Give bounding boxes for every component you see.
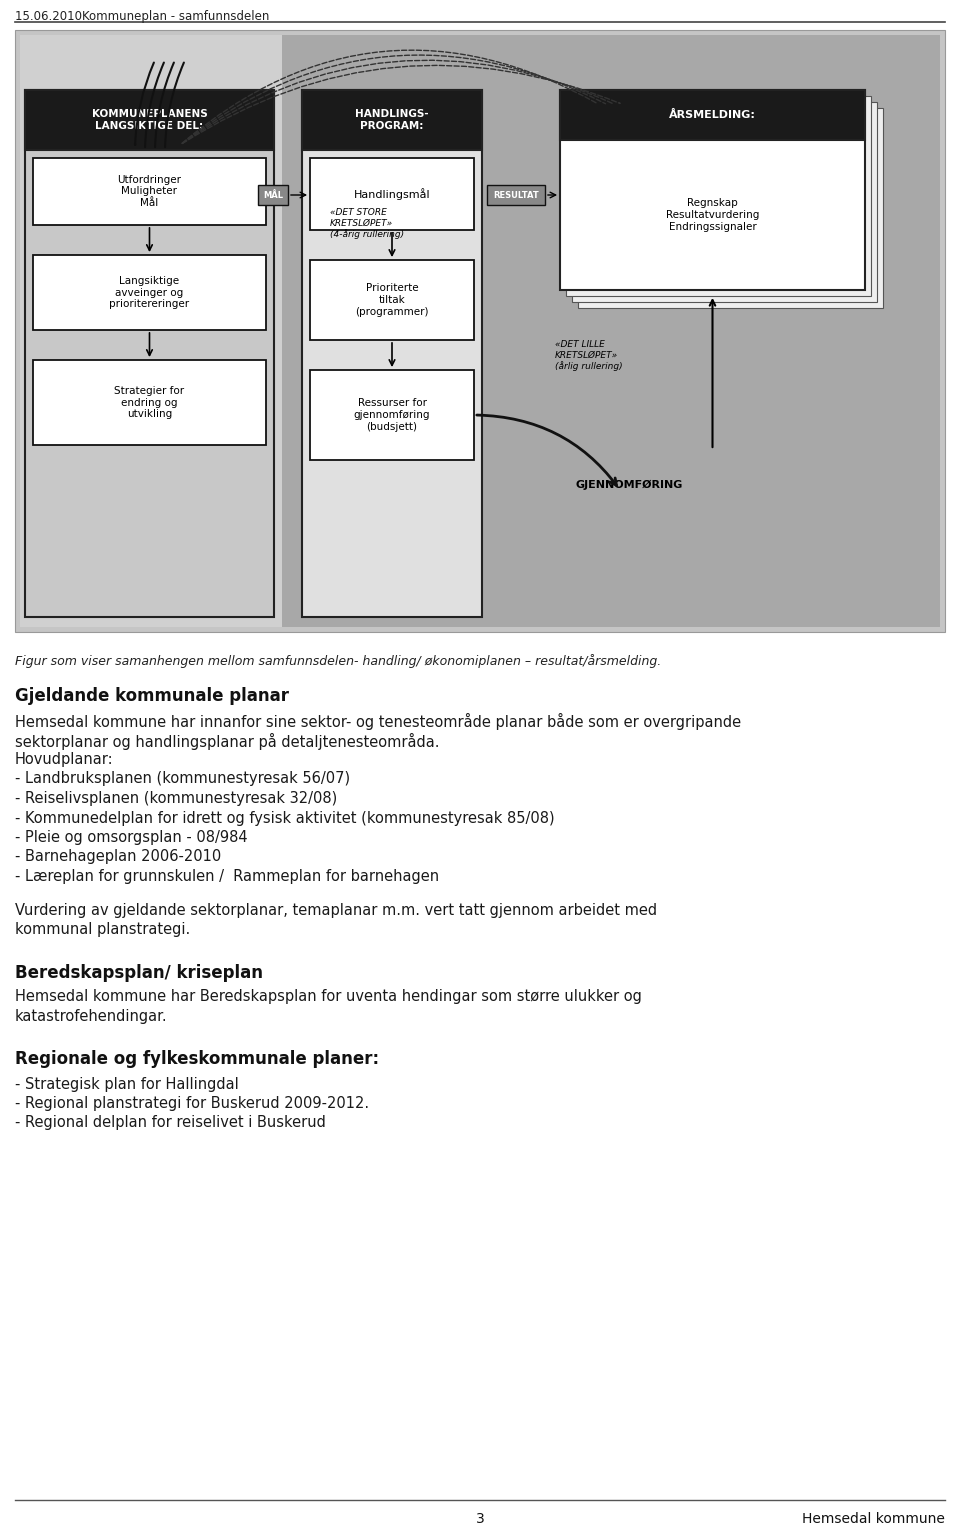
Text: KOMMUNEPLANENS
LANGSIKTIGE DEL:: KOMMUNEPLANENS LANGSIKTIGE DEL:	[91, 109, 207, 130]
Text: ÅRSMELDING:: ÅRSMELDING:	[669, 111, 756, 120]
Text: Hovudplanar:: Hovudplanar:	[15, 752, 113, 768]
Text: 15.06.2010Kommuneplan - samfunnsdelen: 15.06.2010Kommuneplan - samfunnsdelen	[15, 11, 270, 23]
Text: Vurdering av gjeldande sektorplanar, temaplanar m.m. vert tatt gjennom arbeidet : Vurdering av gjeldande sektorplanar, tem…	[15, 903, 658, 918]
Text: Langsiktige
avveinger og
prioritereringer: Langsiktige avveinger og prioritereringe…	[109, 276, 189, 309]
FancyArrowPatch shape	[182, 55, 606, 143]
Bar	[302, 91, 482, 150]
Text: kommunal planstrategi.: kommunal planstrategi.	[15, 923, 190, 936]
Bar	[310, 158, 474, 230]
Text: - Regional delplan for reiselivet i Buskerud: - Regional delplan for reiselivet i Busk…	[15, 1116, 325, 1130]
Text: - Kommunedelplan for idrett og fysisk aktivitet (kommunestyresak 85/08): - Kommunedelplan for idrett og fysisk ak…	[15, 810, 555, 826]
Text: - Pleie og omsorgsplan - 08/984: - Pleie og omsorgsplan - 08/984	[15, 830, 248, 844]
Text: Hemsedal kommune: Hemsedal kommune	[803, 1512, 945, 1526]
Bar	[282, 35, 940, 626]
FancyArrowPatch shape	[182, 51, 597, 143]
Bar	[578, 107, 883, 309]
Bar	[487, 186, 545, 206]
Text: katastrofehendingar.: katastrofehendingar.	[15, 1008, 168, 1024]
Text: sektorplanar og handlingsplanar på detaljtenesteområda.: sektorplanar og handlingsplanar på detal…	[15, 732, 440, 749]
Text: Ressurser for
gjennomføring
(budsjett): Ressurser for gjennomføring (budsjett)	[353, 399, 430, 431]
Bar	[566, 97, 871, 296]
Text: 3: 3	[475, 1512, 485, 1526]
FancyArrowPatch shape	[145, 63, 164, 147]
Text: - Strategisk plan for Hallingdal: - Strategisk plan for Hallingdal	[15, 1076, 239, 1091]
Text: Strategier for
endring og
utvikling: Strategier for endring og utvikling	[114, 385, 184, 419]
Text: Utfordringer
Muligheter
Mål: Utfordringer Muligheter Mål	[117, 175, 181, 209]
Text: - Barnehageplan 2006-2010: - Barnehageplan 2006-2010	[15, 849, 221, 864]
Text: Prioriterte
tiltak
(programmer): Prioriterte tiltak (programmer)	[355, 284, 429, 316]
Text: HANDLINGS-
PROGRAM:: HANDLINGS- PROGRAM:	[355, 109, 429, 130]
Text: MÅL: MÅL	[263, 190, 283, 200]
Text: Regionale og fylkeskommunale planer:: Regionale og fylkeskommunale planer:	[15, 1050, 379, 1068]
Bar	[258, 186, 288, 206]
Text: - Regional planstrategi for Buskerud 2009-2012.: - Regional planstrategi for Buskerud 200…	[15, 1096, 370, 1111]
Text: «DET STORE
KRETSLØPET»
(4-årig rullering): «DET STORE KRETSLØPET» (4-årig rullering…	[330, 209, 404, 239]
Bar	[560, 91, 865, 140]
Bar	[310, 370, 474, 460]
Bar	[560, 91, 865, 290]
Text: - Reiselivsplanen (kommunestyresak 32/08): - Reiselivsplanen (kommunestyresak 32/08…	[15, 791, 337, 806]
Bar	[33, 158, 266, 226]
Text: Figur som viser samanhengen mellom samfunnsdelen- handling/ økonomiplanen – resu: Figur som viser samanhengen mellom samfu…	[15, 654, 661, 668]
Text: - Landbruksplanen (kommunestyresak 56/07): - Landbruksplanen (kommunestyresak 56/07…	[15, 772, 350, 786]
Bar	[572, 101, 877, 302]
Text: - Læreplan for grunnskulen /  Rammeplan for barnehagen: - Læreplan for grunnskulen / Rammeplan f…	[15, 869, 439, 884]
Text: RESULTAT: RESULTAT	[493, 190, 539, 200]
FancyArrowPatch shape	[477, 414, 616, 485]
Bar	[25, 91, 274, 617]
Text: Hemsedal kommune har Beredskapsplan for uventa hendingar som større ulukker og: Hemsedal kommune har Beredskapsplan for …	[15, 990, 642, 1004]
Bar	[33, 255, 266, 330]
Text: Gjeldande kommunale planar: Gjeldande kommunale planar	[15, 688, 289, 705]
FancyArrowPatch shape	[182, 60, 613, 143]
Text: Beredskapsplan/ kriseplan: Beredskapsplan/ kriseplan	[15, 964, 263, 981]
Text: GJENNOMFØRING: GJENNOMFØRING	[575, 480, 683, 490]
Bar	[310, 259, 474, 339]
Bar	[20, 35, 282, 626]
Text: Hemsedal kommune har innanfor sine sektor- og tenesteområde planar både som er o: Hemsedal kommune har innanfor sine sekto…	[15, 712, 741, 731]
Text: Handlingsmål: Handlingsmål	[353, 189, 430, 200]
Bar	[33, 361, 266, 445]
Bar	[302, 91, 482, 617]
Bar	[25, 91, 274, 150]
FancyArrowPatch shape	[156, 63, 174, 147]
Text: Regnskap
Resultatvurdering
Endringssignaler: Regnskap Resultatvurdering Endringssigna…	[666, 198, 759, 232]
Bar	[15, 31, 945, 632]
Text: «DET LILLE
KRETSLØPET»
(årlig rullering): «DET LILLE KRETSLØPET» (årlig rullering)	[555, 339, 623, 371]
FancyArrowPatch shape	[165, 63, 184, 147]
FancyArrowPatch shape	[135, 63, 154, 144]
FancyArrowPatch shape	[182, 66, 620, 143]
